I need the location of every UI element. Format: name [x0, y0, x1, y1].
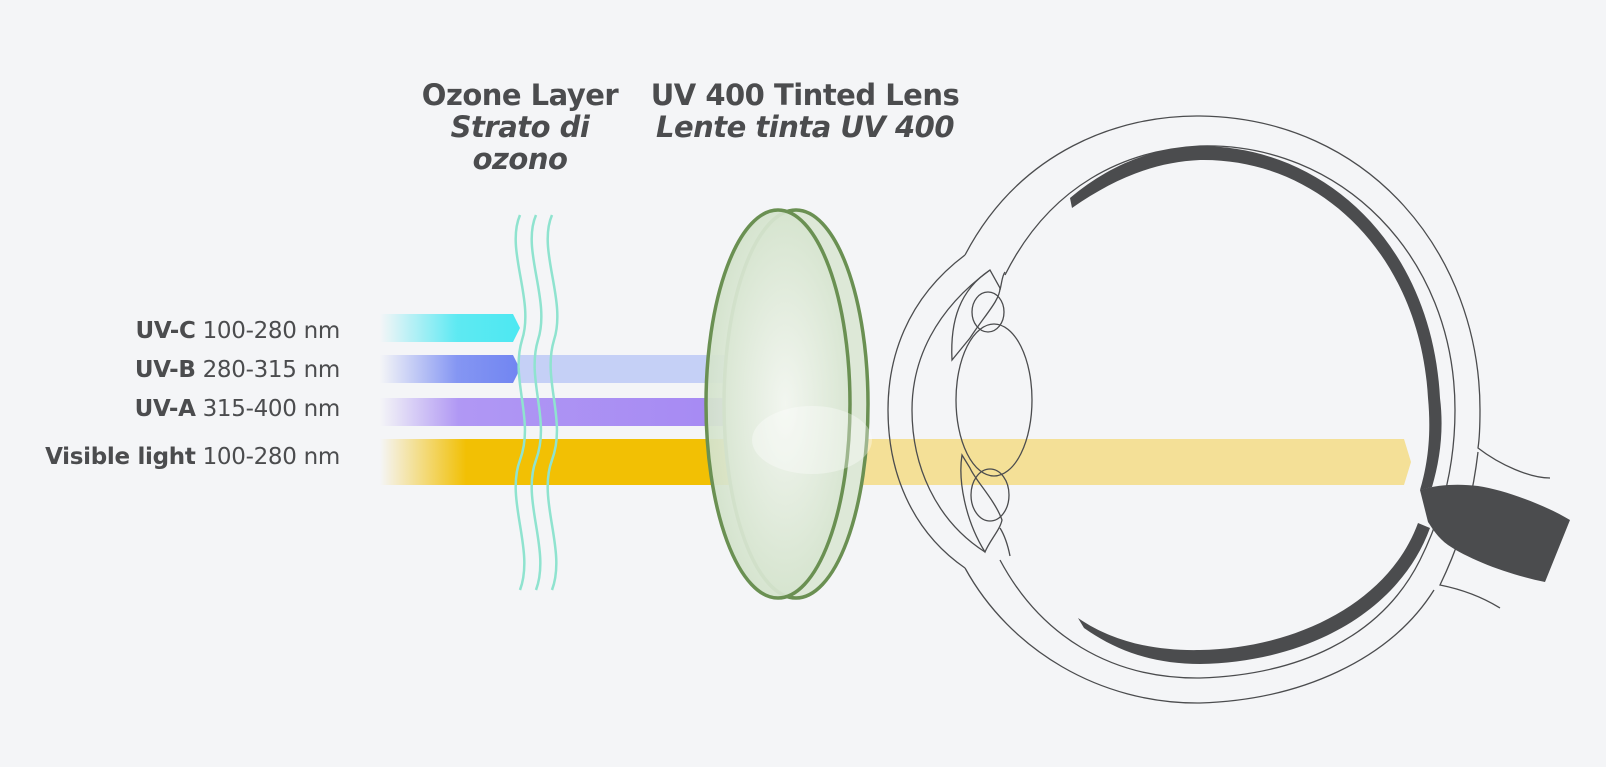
- ozone-layer-title-en: Ozone Layer: [421, 78, 619, 112]
- eye-lens: [955, 323, 1033, 477]
- ozone-layer-waves: [514, 214, 559, 591]
- visible-light-name: Visible light: [45, 444, 196, 470]
- visible-light-label: Visible light 100-280 nm: [45, 444, 340, 470]
- lens-title-it: Lente tinta UV 400: [655, 109, 955, 144]
- visible-light-range: 100-280 nm: [202, 444, 341, 470]
- lens-title: UV 400 Tinted Lens Lente tinta UV 400: [650, 78, 960, 144]
- uva-beam: [380, 398, 775, 426]
- retina: [1070, 146, 1570, 664]
- uva-name: UV-A: [134, 396, 196, 422]
- lens-title-en: UV 400 Tinted Lens: [650, 78, 960, 112]
- optic-nerve: [1420, 484, 1570, 582]
- uvc-range: 100-280 nm: [202, 318, 341, 344]
- visible-light-beam: [380, 439, 1411, 485]
- iris-upper: [951, 269, 1001, 362]
- ozone-layer-title-it: Strato di ozono: [450, 109, 590, 176]
- uvc-label: UV-C 100-280 nm: [135, 318, 341, 344]
- uvb-range: 280-315 nm: [202, 357, 341, 383]
- iris-lower: [960, 453, 1003, 554]
- ozone-layer-title: Ozone Layer Strato di ozono: [400, 78, 640, 176]
- uvb-name: UV-B: [134, 357, 196, 383]
- tinted-lens: [704, 208, 872, 600]
- uva-label: UV-A 315-400 nm: [134, 396, 341, 422]
- uvc-name: UV-C: [135, 318, 196, 344]
- uva-range: 315-400 nm: [202, 396, 341, 422]
- uvc-beam: [380, 314, 520, 342]
- sclera-outline: [964, 115, 1551, 479]
- uvb-label: UV-B 280-315 nm: [135, 357, 340, 383]
- eye-cross-section: [887, 115, 1551, 704]
- cornea: [887, 254, 966, 569]
